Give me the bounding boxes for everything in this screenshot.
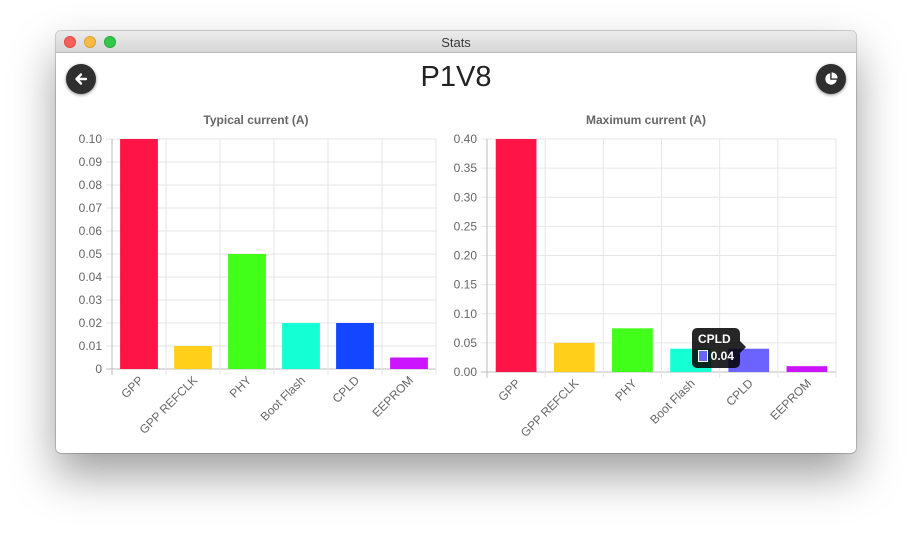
x-tick-label: PHY (612, 376, 639, 403)
bar-cpld (336, 323, 374, 369)
x-tick-label: PHY (227, 373, 254, 400)
y-tick-label: 0.05 (79, 247, 103, 261)
y-tick-label: 0.30 (454, 190, 478, 204)
app-window: Stats P1V8 Typical current (A) 0 0.01 0.02 0… (56, 31, 856, 453)
y-tick-label: 0.40 (454, 132, 478, 146)
y-tick-label: 0.15 (454, 278, 478, 292)
y-tick-label: 0.06 (79, 224, 103, 238)
bar-gpp-refclk (174, 346, 212, 369)
y-tick-label: 0.08 (79, 178, 103, 192)
chart-tooltip: CPLD 0.04 (692, 328, 746, 368)
title-bar[interactable]: Stats (56, 31, 856, 53)
tooltip-swatch (698, 350, 708, 362)
x-tick-label: CPLD (330, 373, 363, 406)
bar-gpp (495, 139, 537, 372)
back-button[interactable] (66, 64, 96, 94)
x-tick-label: CPLD (723, 376, 756, 409)
bar-eeprom (786, 366, 828, 372)
x-tick-label: GPP REFCLK (518, 376, 582, 440)
bar-gpp-refclk (553, 342, 595, 372)
minimize-window-button[interactable] (84, 36, 96, 48)
y-tick-label: 0.25 (454, 219, 478, 233)
y-tick-label: 0.20 (454, 249, 478, 263)
tooltip-value: 0.04 (710, 349, 734, 363)
bar-gpp (120, 139, 158, 369)
x-tick-label: EEPROM (767, 376, 814, 423)
bar-phy (612, 328, 653, 372)
y-tick-label: 0.01 (79, 339, 103, 353)
bar-phy (228, 254, 266, 369)
x-tick-label: Boot Flash (258, 373, 308, 423)
zoom-window-button[interactable] (104, 36, 116, 48)
y-tick-label: 0.00 (454, 365, 478, 379)
y-tick-label: 0.04 (79, 270, 103, 284)
y-tick-label: 0.10 (79, 132, 103, 146)
y-tick-label: 0.02 (79, 316, 103, 330)
charts-area: Typical current (A) 0 0.01 0.02 0.03 0.04 0.05… (79, 113, 837, 440)
tooltip-title: CPLD (698, 332, 731, 346)
bar-boot-flash (282, 323, 320, 369)
pie-chart-icon (825, 72, 838, 85)
y-tick-label: 0.03 (79, 293, 103, 307)
x-tick-label: GPP (495, 376, 523, 404)
chart-title: Maximum current (A) (586, 113, 706, 127)
close-window-button[interactable] (64, 36, 76, 48)
x-tick-label: GPP (118, 373, 146, 401)
window-title: Stats (441, 35, 471, 50)
y-tick-label: 0.07 (79, 201, 103, 215)
page-title: P1V8 (420, 61, 492, 93)
y-tick-label: 0 (95, 362, 102, 376)
bar-eeprom (390, 357, 428, 369)
x-tick-label: EEPROM (369, 373, 416, 420)
y-tick-label: 0.35 (454, 161, 478, 175)
y-tick-label: 0.05 (454, 336, 478, 350)
arrow-left-icon (75, 73, 88, 85)
x-tick-label: Boot Flash (647, 376, 697, 426)
chart-type-button[interactable] (816, 64, 846, 94)
chart-title: Typical current (A) (203, 113, 308, 127)
y-tick-label: 0.09 (79, 155, 103, 169)
y-tick-label: 0.10 (454, 307, 478, 321)
x-tick-label: GPP REFCLK (137, 373, 201, 437)
